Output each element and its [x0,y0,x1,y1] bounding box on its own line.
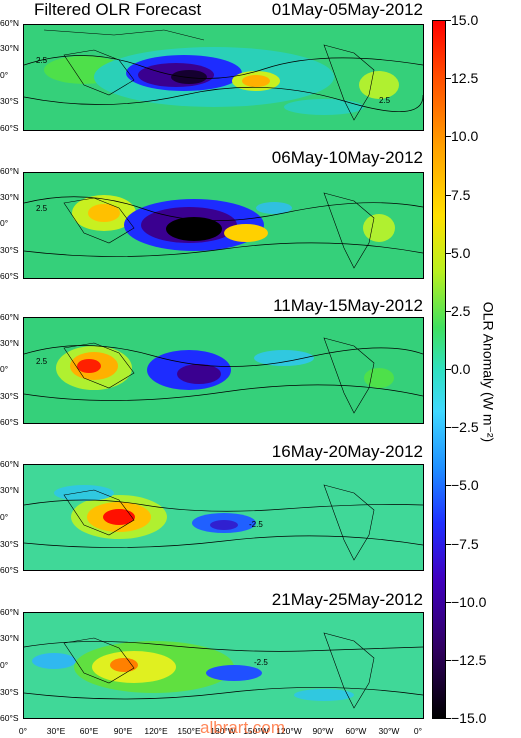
colorbar-tick-label: −10.0 [451,593,487,610]
colorbar-tick-mark [446,485,451,487]
colorbar-tick-label: 7.5 [451,186,471,203]
lat-label: 30°N [0,192,19,202]
colorbar-tick-label: −12.5 [451,651,487,668]
lon-label: 180°W [210,726,236,736]
panel-date-1: 01May-05May-2012 [271,0,423,19]
colorbar-tick-mark [446,369,451,370]
lon-label: 0° [413,726,423,736]
lat-label: 30°S [0,539,19,549]
lat-label: 60°N [0,459,19,469]
lat-label: 60°N [0,18,19,28]
lat-label: 60°S [0,565,19,575]
lon-label: 60°E [79,726,99,736]
lat-label: 30°S [0,391,19,401]
colorbar-tick-label: −2.5 [451,419,479,436]
lat-label: 30°S [0,96,19,106]
colorbar-tick-mark [446,20,451,21]
colorbar-tick-label: −15.0 [451,710,487,726]
lon-label: 0° [18,726,28,736]
colorbar-tick-mark [446,601,451,603]
lon-label: 30°W [378,726,400,736]
panel-date-4: 16May-20May-2012 [271,442,423,461]
panel-date-3: 11May-15May-2012 [273,296,423,315]
map-panel-5: -2.5 [23,612,424,719]
lat-label: 30°N [0,43,19,53]
lat-label: 60°S [0,271,19,281]
lat-label: 60°S [0,123,19,133]
lon-label: 120°W [276,726,302,736]
lon-label: 90°W [312,726,334,736]
colorbar-tick-label: 0.0 [451,361,471,377]
colorbar [432,20,446,719]
lat-label: 0° [0,364,9,374]
contour-label: 2.5 [379,96,391,105]
colorbar-tick-label: 2.5 [451,302,471,319]
watermark: albrart.com [200,718,286,737]
panel-date-5: 21May-25May-2012 [271,590,423,609]
lat-label: 60°N [0,166,19,176]
lat-label: 0° [0,70,9,80]
colorbar-tick-mark [446,718,451,719]
colorbar-label: OLR Anomaly (W m⁻²) [480,301,497,443]
lat-label: 0° [0,512,9,522]
lat-label: 60°S [0,417,19,427]
colorbar-tick-label: 10.0 [451,128,479,145]
lat-label: 30°S [0,687,19,697]
colorbar-tick-label: −5.0 [451,477,479,494]
map-panel-3: 2.5 [23,317,424,424]
colorbar-tick-label: 12.5 [451,70,479,87]
colorbar-tick-mark [446,252,451,254]
panel-date-2: 06May-10May-2012 [271,148,423,167]
colorbar-tick-mark [446,427,451,429]
map-panel-1: 2.5 2.5 [23,24,424,131]
colorbar-tick-mark [446,194,451,196]
lon-label: 90°E [113,726,133,736]
colorbar-tick-mark [446,136,451,138]
map-title: Filtered OLR Forecast [34,0,202,19]
contour-label: 2.5 [36,204,48,213]
colorbar-tick-label: 15.0 [451,12,479,28]
map-panel-2: 2.5 [23,172,424,279]
lat-label: 0° [0,660,9,670]
contour-label: 2.5 [36,357,48,366]
colorbar-tick-mark [446,310,451,312]
lon-label: 150°E [177,726,201,736]
lat-label: 60°N [0,312,19,322]
colorbar-tick-label: 5.0 [451,244,471,261]
lon-label: 150°W [243,726,269,736]
map-panel-4: -2.5 [23,464,424,571]
lon-label: 60°W [345,726,367,736]
colorbar-tick-mark [446,543,451,545]
contour-label: -2.5 [254,658,268,667]
colorbar-tick-mark [446,78,451,80]
colorbar-tick-label: −7.5 [451,535,479,552]
lat-label: 60°N [0,607,19,617]
lat-label: 60°S [0,713,19,723]
lon-label: 30°E [46,726,66,736]
colorbar-tick-mark [446,659,451,661]
contour-label: 2.5 [36,56,48,65]
lat-label: 30°N [0,633,19,643]
lon-label: 120°E [144,726,168,736]
lat-label: 30°N [0,338,19,348]
lat-label: 30°N [0,485,19,495]
lat-label: 30°S [0,245,19,255]
lat-label: 0° [0,218,9,228]
contour-label: -2.5 [249,520,263,529]
